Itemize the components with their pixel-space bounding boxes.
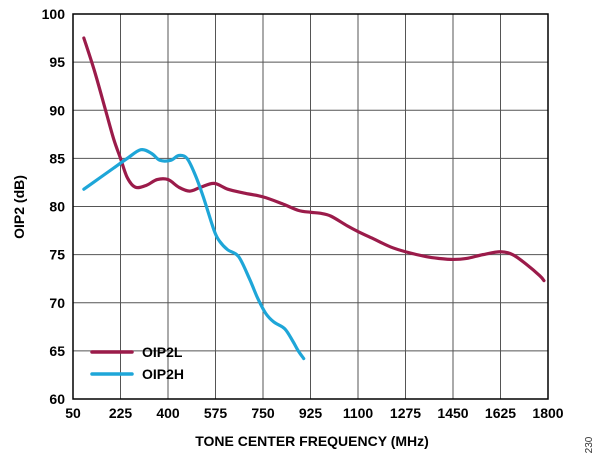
y-tick-label: 65 bbox=[49, 343, 65, 359]
figure-id: 230 bbox=[584, 436, 595, 453]
x-axis-title: TONE CENTER FREQUENCY (MHz) bbox=[195, 433, 429, 449]
x-tick-label: 750 bbox=[251, 405, 275, 421]
y-tick-label: 75 bbox=[49, 247, 65, 263]
grid bbox=[72, 13, 549, 400]
y-tick-label: 95 bbox=[49, 54, 65, 70]
x-tick-label: 575 bbox=[204, 405, 228, 421]
y-tick-label: 90 bbox=[49, 102, 65, 118]
y-tick-label: 100 bbox=[42, 6, 66, 22]
y-tick-label: 80 bbox=[49, 199, 65, 215]
series-line-oip2l bbox=[82, 36, 546, 283]
x-tick-label: 1450 bbox=[437, 405, 468, 421]
x-tick-label: 225 bbox=[109, 405, 133, 421]
legend: OIP2L OIP2H bbox=[90, 344, 184, 382]
legend-label-oip2h: OIP2H bbox=[142, 366, 184, 382]
x-tick-label: 400 bbox=[156, 405, 180, 421]
y-tick-label: 85 bbox=[49, 150, 65, 166]
y-tick-label: 60 bbox=[49, 391, 65, 407]
x-tick-label: 925 bbox=[299, 405, 323, 421]
x-axis-ticks: 50 225 400 575 750 925 1100 1275 1450 1625 1800 bbox=[65, 405, 564, 421]
y-tick-label: 70 bbox=[49, 295, 65, 311]
y-axis-ticks: 60 65 70 75 80 85 90 95 100 bbox=[42, 6, 66, 407]
x-tick-label: 50 bbox=[65, 405, 81, 421]
legend-label-oip2l: OIP2L bbox=[142, 344, 183, 360]
x-tick-label: 1275 bbox=[390, 405, 421, 421]
x-tick-label: 1100 bbox=[343, 405, 374, 421]
x-tick-label: 1625 bbox=[485, 405, 516, 421]
plot-area-frame bbox=[72, 13, 549, 400]
x-tick-label: 1800 bbox=[532, 405, 563, 421]
y-axis-title: OIP2 (dB) bbox=[11, 175, 27, 239]
series-line-oip2h bbox=[82, 147, 306, 361]
series-lines bbox=[82, 36, 546, 361]
